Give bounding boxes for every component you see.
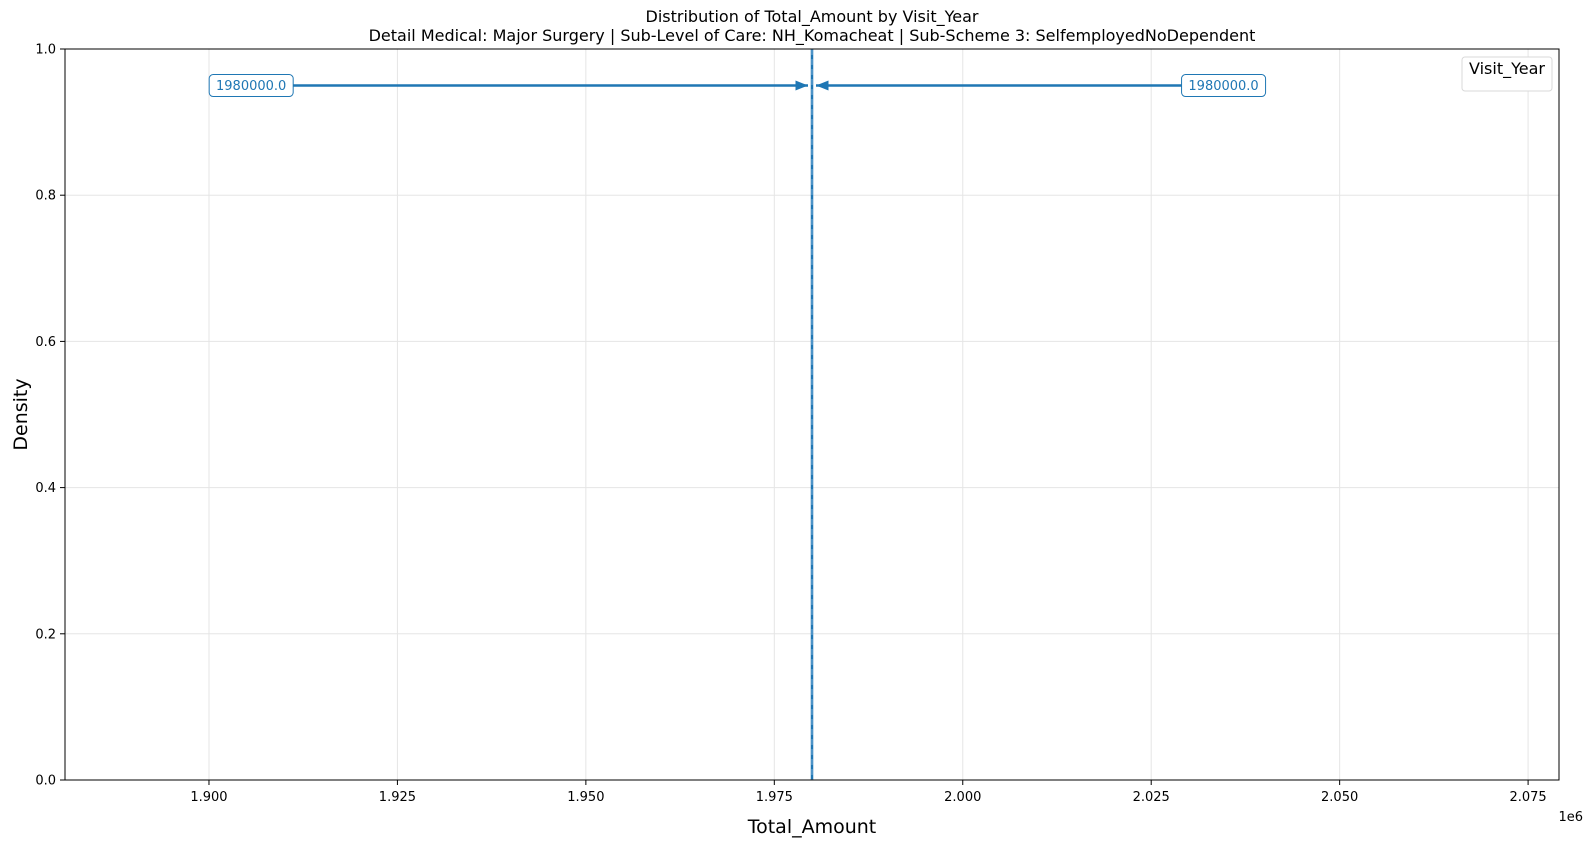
y-tick-label: 0.6 — [35, 335, 56, 350]
annotation-label: 1980000.0 — [216, 79, 286, 94]
y-tick-label: 0.8 — [35, 189, 56, 204]
annotation-box — [208, 74, 294, 98]
annotation-layer: 1980000.0 1980000.0 — [208, 74, 1267, 98]
x-tick-label: 2.050 — [1321, 790, 1358, 805]
x-axis-ticks: 1.900 1.925 1.950 1.975 2.000 2.025 2.050 2.075 — [190, 780, 1547, 805]
legend-title: Visit_Year — [1469, 59, 1545, 79]
y-axis-label: Density — [10, 378, 32, 450]
y-tick-label: 0.4 — [35, 481, 56, 496]
x-tick-label: 1.925 — [379, 790, 416, 805]
annotation-label: 1980000.0 — [1188, 79, 1258, 94]
y-axis-ticks: 0.0 0.2 0.4 0.6 0.8 1.0 — [35, 43, 65, 789]
x-axis-label: Total_Amount — [747, 816, 877, 838]
chart-subtitle: Detail Medical: Major Surgery | Sub-Leve… — [369, 26, 1256, 46]
y-tick-label: 0.0 — [35, 774, 56, 789]
chart-title: Distribution of Total_Amount by Visit_Ye… — [646, 7, 979, 27]
x-tick-label: 1.900 — [190, 790, 227, 805]
legend-box — [1461, 56, 1553, 92]
plot-frame — [64, 48, 1560, 781]
legend: Visit_Year — [1461, 56, 1553, 92]
annotation-box — [1181, 74, 1267, 98]
y-tick-label: 0.2 — [35, 627, 56, 642]
x-tick-label: 1.950 — [567, 790, 604, 805]
y-tick-label: 1.0 — [35, 43, 56, 58]
x-tick-label: 2.025 — [1133, 790, 1170, 805]
x-axis-offset-label: 1e6 — [1558, 810, 1583, 825]
x-tick-label: 1.975 — [756, 790, 793, 805]
x-tick-label: 2.000 — [944, 790, 981, 805]
x-tick-label: 2.075 — [1509, 790, 1546, 805]
